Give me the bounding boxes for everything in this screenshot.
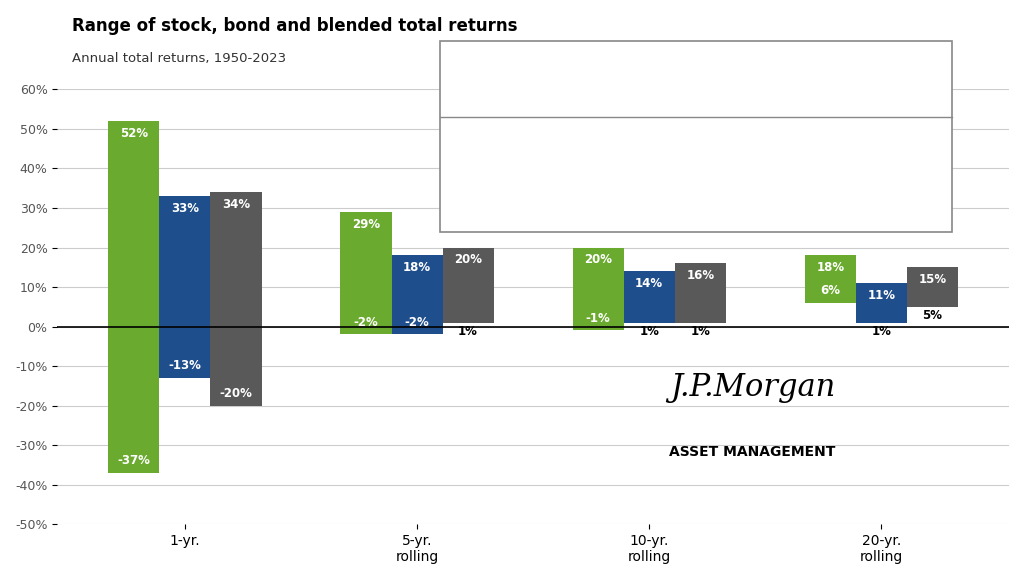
Bar (624, 271, 675, 323)
Text: Stocks: Stocks (456, 122, 500, 134)
Bar (391, 255, 442, 335)
Bar (805, 255, 856, 303)
Bar (907, 267, 957, 307)
Text: $591,915: $591,915 (776, 205, 831, 218)
Bar (340, 212, 391, 335)
Text: 52%: 52% (120, 127, 147, 140)
Text: $279,266: $279,266 (776, 163, 831, 176)
Text: Range of stock, bond and blended total returns: Range of stock, bond and blended total r… (72, 17, 517, 35)
Text: 11.4%: 11.4% (581, 122, 617, 134)
Text: Bonds: Bonds (456, 163, 497, 176)
Text: 1%: 1% (690, 325, 711, 338)
Bar (856, 283, 907, 323)
Text: J.P.Morgan: J.P.Morgan (670, 372, 836, 404)
Text: Annual avg.: Annual avg. (564, 46, 634, 59)
Text: 6%: 6% (820, 284, 841, 297)
Text: 11%: 11% (867, 289, 895, 302)
Bar (211, 192, 261, 405)
Text: 15%: 15% (919, 273, 946, 286)
Text: 5%: 5% (923, 309, 942, 322)
Bar (675, 263, 726, 323)
Bar (442, 247, 494, 323)
Text: -37%: -37% (118, 454, 151, 467)
Text: Annual total returns, 1950-2023: Annual total returns, 1950-2023 (72, 52, 286, 65)
Bar (109, 121, 160, 472)
Text: 9.3%: 9.3% (584, 205, 614, 218)
Text: 5.3%: 5.3% (585, 163, 613, 176)
Bar (572, 247, 624, 331)
Text: -2%: -2% (404, 316, 429, 328)
Text: 20%: 20% (584, 254, 612, 266)
Text: 60/40 portfolio: 60/40 portfolio (456, 205, 543, 218)
Text: 1%: 1% (871, 325, 891, 338)
Text: 33%: 33% (171, 202, 199, 215)
Text: 34%: 34% (222, 198, 250, 211)
Text: -13%: -13% (169, 359, 202, 372)
Text: 14%: 14% (635, 277, 664, 290)
Text: -1%: -1% (586, 312, 610, 325)
Text: 29%: 29% (352, 218, 380, 231)
Text: 18%: 18% (816, 261, 845, 274)
Text: $868,652: $868,652 (776, 122, 831, 134)
Text: ASSET MANAGEMENT: ASSET MANAGEMENT (670, 445, 836, 459)
Text: 1%: 1% (639, 325, 659, 338)
Text: 18%: 18% (403, 261, 431, 274)
Text: 20 years: 20 years (778, 64, 829, 76)
Text: 20%: 20% (454, 254, 482, 266)
Text: 16%: 16% (686, 269, 715, 282)
Text: total return: total return (565, 64, 633, 76)
Text: -2%: -2% (353, 316, 378, 328)
Bar (160, 196, 211, 378)
Text: -20%: -20% (219, 387, 252, 400)
Text: Growth of $100,000 over: Growth of $100,000 over (730, 46, 878, 59)
Text: 1%: 1% (458, 325, 478, 338)
